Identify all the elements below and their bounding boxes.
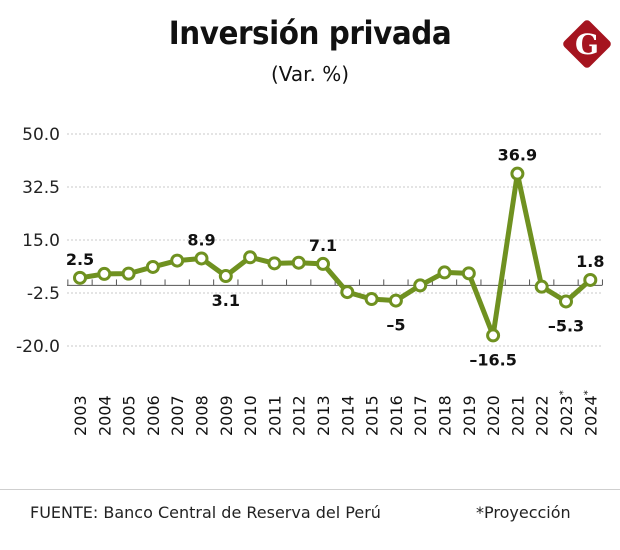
data-point <box>534 279 549 294</box>
data-label: 2.5 <box>66 250 94 269</box>
x-tick-label: 2020 <box>484 395 503 436</box>
line-chart: 50.0 32.5 15.0 -2.5 -20.0 2.5 8.9 3.1 7.1 –5 –16.… <box>16 125 605 436</box>
data-point <box>218 269 233 284</box>
data-point <box>486 328 501 343</box>
x-tick-label: 2017 <box>411 395 430 436</box>
x-tick-label: 2004 <box>95 395 114 436</box>
gestion-logo-icon: G <box>563 20 611 68</box>
projection-asterisk: * <box>582 390 593 395</box>
data-point <box>291 255 306 270</box>
x-tick-label: 2011 <box>265 395 284 436</box>
data-points <box>73 166 598 343</box>
data-point <box>388 293 403 308</box>
x-tick-label: 2018 <box>436 395 455 436</box>
source-note: FUENTE: Banco Central de Reserva del Per… <box>30 503 381 522</box>
data-line <box>79 171 592 338</box>
y-tick-label: 32.5 <box>22 178 60 198</box>
projection-asterisk: * <box>558 390 569 395</box>
data-point <box>170 253 185 268</box>
x-tick-label: 2021 <box>508 395 527 436</box>
x-tick-label: 2007 <box>168 395 187 436</box>
x-tick-label: 2022 <box>533 395 552 436</box>
x-tick-label: 2016 <box>387 395 406 436</box>
footer-divider <box>0 489 620 490</box>
x-tick-label: 2006 <box>144 395 163 436</box>
data-point <box>145 259 160 274</box>
data-point <box>340 285 355 300</box>
x-tick-label: 2024* <box>581 390 600 436</box>
x-tick-label: 2008 <box>193 395 212 436</box>
x-tick-label: 2003 <box>71 395 90 436</box>
data-label: 7.1 <box>309 236 337 255</box>
x-tick-label: 2005 <box>120 395 139 436</box>
x-tick-label: 2010 <box>241 395 260 436</box>
x-tick-label: 2019 <box>460 395 479 436</box>
data-point <box>413 278 428 293</box>
data-label: –5.3 <box>548 316 584 335</box>
data-point <box>73 270 87 285</box>
y-tick-label: 50.0 <box>22 125 60 145</box>
x-tick-label: 2012 <box>290 395 309 436</box>
data-point <box>121 266 136 281</box>
data-point <box>267 256 282 271</box>
data-label: –16.5 <box>469 350 516 369</box>
data-point <box>437 265 452 280</box>
data-point <box>583 272 598 287</box>
data-label: 36.9 <box>498 146 537 165</box>
data-label: 8.9 <box>187 230 215 249</box>
x-tick-label: 2023* <box>557 390 576 436</box>
data-labels: 2.5 8.9 3.1 7.1 –5 –16.5 36.9 –5.3 1.8 <box>66 146 605 370</box>
data-point <box>461 266 476 281</box>
grid-lines <box>67 133 602 347</box>
x-tick-label: 2013 <box>314 395 333 436</box>
x-tick-label: 2014 <box>338 395 357 436</box>
chart-subtitle: (Var. %) <box>270 62 350 86</box>
data-point <box>364 292 379 307</box>
projection-note: *Proyección <box>476 503 571 522</box>
data-point <box>243 250 258 265</box>
logo-letter: G <box>575 28 599 61</box>
data-label: 1.8 <box>576 252 604 271</box>
data-point <box>559 294 573 309</box>
data-point <box>316 256 330 271</box>
x-tick-label: 2015 <box>363 395 382 436</box>
chart-title: Inversión privada <box>168 14 452 52</box>
y-tick-label: 15.0 <box>22 231 60 251</box>
data-label: 3.1 <box>212 291 240 310</box>
data-point <box>97 266 112 281</box>
x-axis-labels: 2003 2004 2005 2006 2007 2008 2009 2010 2011 2012… <box>71 390 600 436</box>
x-tick-label: 2009 <box>217 395 236 436</box>
y-tick-label: -20.0 <box>16 337 60 357</box>
data-point <box>194 251 209 266</box>
logo-diamond <box>563 20 611 68</box>
data-label: –5 <box>386 316 405 335</box>
y-axis-labels: 50.0 32.5 15.0 -2.5 -20.0 <box>16 125 60 357</box>
y-tick-label: -2.5 <box>27 284 60 304</box>
data-point <box>510 166 525 181</box>
series-line <box>79 171 592 338</box>
